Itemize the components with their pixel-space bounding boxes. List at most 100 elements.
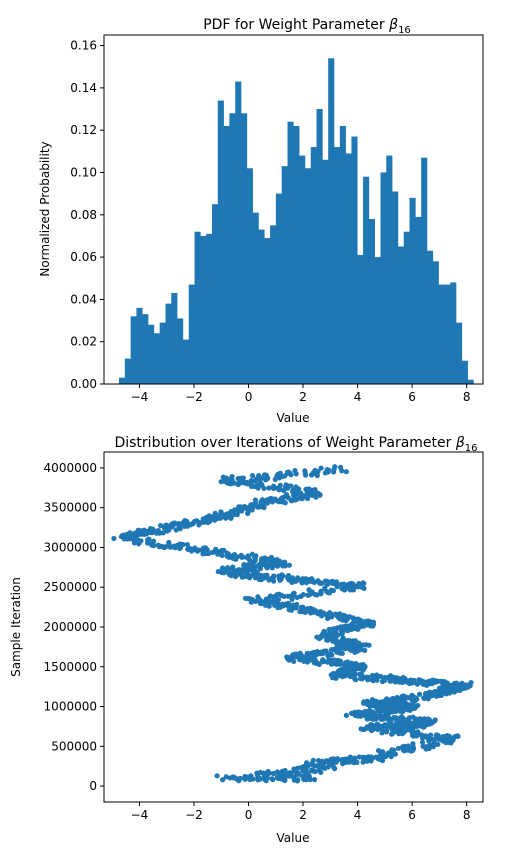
scatter-point: [177, 541, 183, 547]
scatter-point: [370, 709, 376, 715]
histogram-bar: [264, 238, 271, 384]
x-tick-label: −2: [185, 808, 203, 822]
scatter-point: [150, 529, 157, 535]
histogram-bar: [275, 193, 282, 384]
scatter-point: [410, 741, 416, 747]
scatter-point: [220, 474, 226, 480]
scatter-point: [369, 697, 376, 703]
histogram-bar: [461, 360, 468, 384]
scatter-point: [287, 655, 293, 661]
scatter-point: [387, 697, 393, 703]
scatter-point: [395, 723, 401, 729]
scatter-point: [249, 597, 255, 603]
scatter-point: [318, 465, 324, 471]
x-tick-label: 4: [354, 808, 362, 822]
scatter-point: [252, 500, 259, 507]
scatter-point: [429, 720, 435, 726]
scatter-point: [297, 650, 303, 656]
histogram-bar: [467, 379, 474, 384]
scatter-point: [343, 712, 349, 718]
scatter-point: [270, 485, 277, 492]
scatter-point: [415, 729, 421, 735]
histogram-bar: [380, 172, 387, 384]
scatter-point: [225, 551, 232, 557]
scatter-point: [281, 487, 287, 494]
scatter-point: [321, 648, 327, 654]
y-tick-label: 0.16: [70, 39, 97, 53]
scatter-point: [259, 475, 266, 481]
scatter-point: [330, 760, 336, 766]
scatter-point: [369, 672, 376, 679]
scatter-point: [343, 618, 349, 624]
histogram-bar: [316, 109, 323, 384]
scatter-point: [405, 747, 411, 753]
histogram-bars: [118, 58, 474, 385]
scatter-point: [177, 523, 183, 529]
histogram-bar: [200, 235, 207, 384]
scatter-point: [337, 650, 343, 656]
scatter-point: [428, 679, 434, 686]
histogram-bar: [235, 81, 242, 385]
scatter-point: [302, 769, 309, 775]
scatter-point: [346, 582, 352, 588]
scatter-point: [288, 770, 295, 776]
y-tick-label: 0.12: [70, 123, 97, 137]
histogram-bar: [345, 153, 352, 384]
histogram-bar: [281, 166, 288, 384]
scatter-point: [282, 771, 289, 777]
scatter-point: [259, 482, 265, 488]
y-tick-label: 1000000: [44, 700, 97, 714]
scatter-point: [305, 654, 312, 660]
histogram-bar: [392, 191, 399, 384]
histogram-bar: [415, 216, 422, 384]
scatter-point: [320, 659, 326, 665]
scatter-x-ticks: −4 −2 0 2 4 6 8: [131, 802, 470, 822]
scatter-point: [308, 609, 314, 615]
scatter-point: [201, 519, 207, 525]
scatter-point: [409, 732, 416, 739]
histogram-bar: [287, 121, 294, 384]
histogram-bar: [252, 212, 259, 384]
histogram-bar: [374, 257, 381, 384]
histogram-bar: [444, 284, 451, 384]
scatter-point: [292, 497, 298, 503]
histogram-x-ticks: −4 −2 0 2 4 6 8: [131, 384, 470, 404]
scatter-chart: Distribution over Iterations of Weight P…: [9, 435, 484, 845]
scatter-point: [459, 685, 465, 691]
scatter-point: [265, 475, 271, 481]
scatter-point: [158, 543, 164, 549]
scatter-point: [185, 546, 191, 553]
scatter-point: [239, 567, 245, 573]
scatter-point: [311, 660, 317, 666]
y-tick-label: 1500000: [44, 660, 97, 674]
scatter-point: [292, 468, 298, 474]
scatter-point: [300, 591, 306, 598]
scatter-point: [280, 603, 286, 609]
scatter-point: [344, 759, 350, 765]
histogram-bar: [310, 147, 317, 384]
scatter-point: [220, 777, 226, 783]
scatter-point: [256, 472, 262, 479]
y-tick-label: 0.06: [70, 250, 97, 264]
y-tick-label: 0.04: [70, 292, 97, 306]
scatter-point: [380, 726, 386, 733]
scatter-point: [232, 507, 238, 513]
histogram-bar: [182, 339, 190, 384]
scatter-y-ticks: 0 500000 1000000 1500000 2000000 2500000 30000…: [44, 461, 104, 793]
scatter-point: [252, 572, 258, 578]
scatter-point: [344, 642, 350, 648]
scatter-point: [411, 677, 417, 683]
scatter-point: [200, 545, 207, 551]
scatter-point: [428, 692, 434, 698]
scatter-point: [322, 578, 329, 584]
scatter-point: [368, 620, 374, 626]
scatter-point: [395, 745, 402, 751]
scatter-point: [268, 554, 275, 561]
scatter-point: [330, 580, 336, 587]
scatter-point: [311, 649, 317, 656]
scatter-point: [163, 522, 169, 528]
scatter-point: [414, 720, 420, 727]
histogram-bar: [293, 125, 300, 385]
scatter-point: [327, 651, 334, 657]
